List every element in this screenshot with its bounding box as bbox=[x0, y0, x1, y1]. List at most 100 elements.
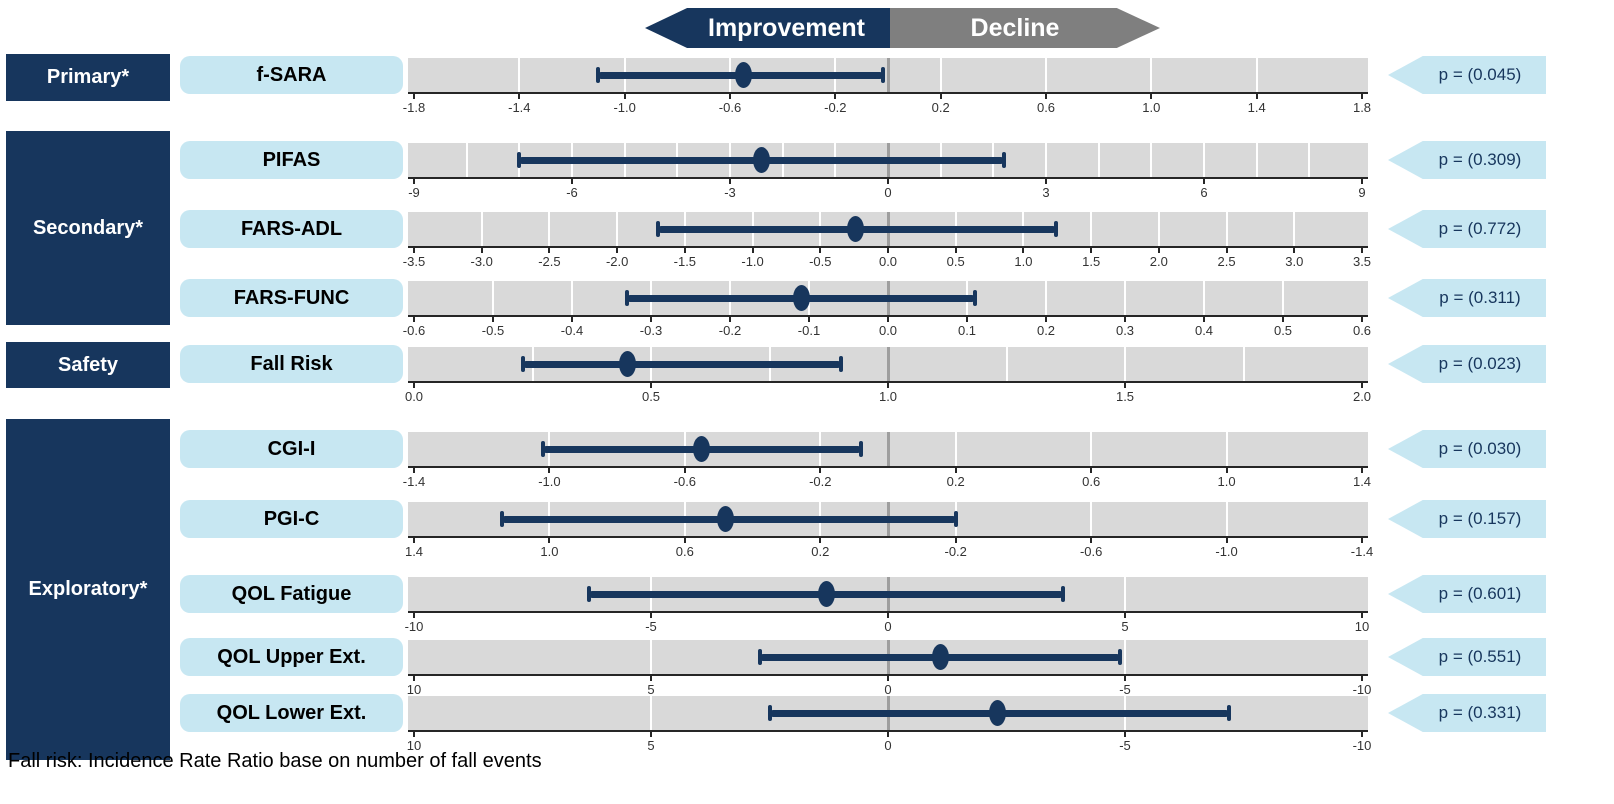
p-value-tag-fars-func: p = (0.311) bbox=[1388, 279, 1546, 317]
axis-tick bbox=[819, 246, 822, 253]
axis-tick-label: 0.0 bbox=[878, 323, 898, 338]
category-box-secondary: Secondary* bbox=[6, 131, 170, 325]
axis-tick-label: -10 bbox=[404, 619, 424, 634]
gridline bbox=[1255, 58, 1258, 92]
axis-tick bbox=[1361, 315, 1363, 322]
axis-tick bbox=[413, 730, 415, 737]
p-value-tag-fall-risk: p = (0.023) bbox=[1388, 345, 1546, 383]
ci-cap-lower bbox=[758, 649, 763, 665]
gridline bbox=[1045, 58, 1047, 92]
ci-cap-lower bbox=[500, 511, 505, 527]
axis-tick bbox=[887, 315, 889, 322]
axis-tick-label: 0 bbox=[884, 682, 892, 697]
axis-tick-label: 5 bbox=[1121, 619, 1129, 634]
gridline bbox=[1308, 143, 1311, 177]
ci-cap-upper bbox=[1227, 705, 1232, 721]
p-value-tag-pgi-c: p = (0.157) bbox=[1388, 500, 1546, 538]
axis-tick-label: -1.4 bbox=[1350, 544, 1374, 559]
axis-tick bbox=[492, 315, 494, 322]
axis-tick bbox=[954, 246, 957, 253]
axis-tick bbox=[623, 92, 626, 99]
axis-tick-label: -0.1 bbox=[797, 323, 821, 338]
axis-tick bbox=[1361, 466, 1363, 473]
gridline bbox=[548, 212, 551, 246]
axis-tick-label: 3 bbox=[1042, 185, 1050, 200]
axis-tick bbox=[413, 674, 415, 681]
gridline bbox=[1124, 281, 1126, 315]
gridline bbox=[480, 212, 483, 246]
axis-tick-label: -1.0 bbox=[538, 474, 561, 489]
ci-cap-lower bbox=[587, 586, 592, 602]
axis-tick-label: -5 bbox=[1119, 738, 1131, 753]
measure-label-f-sara: f-SARA bbox=[180, 56, 403, 94]
ci-cap-lower bbox=[767, 705, 772, 721]
axis-tick-label: 1.0 bbox=[1142, 100, 1161, 115]
axis-tick bbox=[729, 92, 731, 99]
axis-tick-label: -0.6 bbox=[718, 100, 742, 115]
point-estimate-pgi-c bbox=[716, 506, 734, 532]
axis-tick-label: 10 bbox=[1354, 619, 1370, 634]
footnote: Fall risk: Incidence Rate Ratio base on … bbox=[8, 750, 542, 772]
axis-tick-label: -3.5 bbox=[402, 254, 426, 269]
decline-label: Decline bbox=[970, 13, 1060, 42]
axis-line bbox=[408, 92, 1368, 94]
axis-tick bbox=[650, 730, 652, 737]
axis-tick bbox=[1225, 466, 1228, 473]
axis-tick bbox=[1361, 730, 1363, 737]
point-estimate-qol-lower-ext- bbox=[988, 700, 1006, 726]
ci-cap-upper bbox=[1053, 221, 1058, 237]
axis-tick bbox=[1361, 177, 1363, 184]
axis-tick-label: -0.2 bbox=[718, 323, 742, 338]
gridline bbox=[1255, 143, 1258, 177]
axis-tick bbox=[819, 536, 822, 543]
axis-tick bbox=[1361, 611, 1363, 618]
axis-tick-label: 6 bbox=[1200, 185, 1208, 200]
ci-cap-upper bbox=[1061, 586, 1066, 602]
measure-label-cgi-i: CGI-I bbox=[180, 430, 403, 468]
axis-tick bbox=[954, 536, 957, 543]
axis-tick bbox=[808, 315, 810, 322]
axis-tick-label: -0.5 bbox=[809, 254, 832, 269]
axis-tick bbox=[1361, 674, 1363, 681]
gridline bbox=[1242, 347, 1245, 381]
gridline bbox=[571, 281, 573, 315]
axis-tick bbox=[650, 611, 652, 618]
axis-tick bbox=[1124, 315, 1126, 322]
axis-tick-label: -10 bbox=[1352, 682, 1372, 697]
axis-tick-label: -0.2 bbox=[824, 100, 847, 115]
axis-tick-label: 0.5 bbox=[641, 389, 661, 404]
axis-tick-label: 1.0 bbox=[1014, 254, 1033, 269]
gridline bbox=[465, 143, 468, 177]
axis-tick bbox=[1045, 177, 1047, 184]
axis-tick bbox=[887, 611, 889, 618]
axis-tick-label: 0.6 bbox=[1352, 323, 1372, 338]
axis-tick bbox=[1255, 92, 1258, 99]
axis-tick-label: -1.0 bbox=[741, 254, 764, 269]
gridline bbox=[1203, 281, 1205, 315]
category-box-safety: Safety bbox=[6, 342, 170, 388]
axis-tick-label: 0.2 bbox=[946, 474, 965, 489]
point-estimate-f-sara bbox=[734, 62, 752, 88]
p-value-tag-cgi-i: p = (0.030) bbox=[1388, 430, 1546, 468]
axis-tick-label: 1.8 bbox=[1352, 100, 1372, 115]
measure-label-qol-fatigue: QOL Fatigue bbox=[180, 575, 403, 613]
axis-tick-label: 0.3 bbox=[1115, 323, 1135, 338]
p-value-tag-qol-fatigue: p = (0.601) bbox=[1388, 575, 1546, 613]
point-estimate-cgi-i bbox=[693, 436, 711, 462]
gridline bbox=[1090, 502, 1093, 536]
axis-tick bbox=[1293, 246, 1296, 253]
axis-tick-label: -2.5 bbox=[538, 254, 561, 269]
axis-tick bbox=[413, 536, 415, 543]
reference-line bbox=[886, 432, 890, 466]
axis-tick bbox=[616, 246, 619, 253]
p-value-tag-fars-adl: p = (0.772) bbox=[1388, 210, 1546, 248]
gridline bbox=[1203, 143, 1205, 177]
axis-tick-label: 2.5 bbox=[1217, 254, 1236, 269]
gridline bbox=[1045, 143, 1047, 177]
axis-tick bbox=[1124, 611, 1126, 618]
axis-tick bbox=[1090, 246, 1093, 253]
axis-tick bbox=[887, 674, 889, 681]
axis-tick-label: -5 bbox=[645, 619, 657, 634]
axis-tick bbox=[518, 92, 521, 99]
axis-tick bbox=[1045, 315, 1047, 322]
